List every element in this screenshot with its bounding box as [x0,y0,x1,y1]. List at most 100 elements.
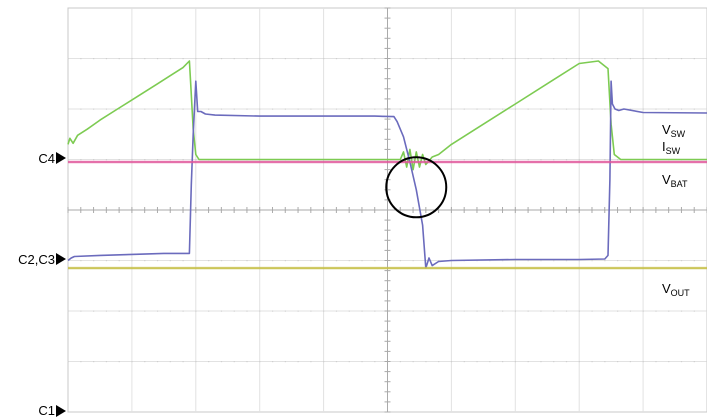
grid-dot [578,310,580,312]
grid-dot [450,58,453,60]
grid-dot [502,260,504,262]
grid-dot [668,361,670,363]
grid-dot [271,260,274,262]
traces [67,60,707,270]
grid-dot [425,310,427,312]
grid-dot [144,310,146,312]
grid-dot [220,58,223,60]
channel-marker: C2,C3 [18,252,66,267]
grid-dot [259,108,261,110]
grid-dot [438,260,440,262]
grid-dot [476,108,478,110]
grid-dot [693,361,695,363]
grid-dot [399,58,401,60]
grid-dot [553,310,555,312]
grid-dot [310,361,312,363]
grid-dot [131,58,133,60]
grid-dot [271,58,274,60]
grid-dot [540,108,542,110]
grid-dot [438,310,440,312]
grid-dot [169,361,171,363]
grid-dot [514,310,516,312]
grid-dot [169,310,171,312]
grid-dot [233,310,235,312]
channel-marker: C1 [38,403,66,418]
grid-dot [476,361,478,363]
grid-dot [131,310,133,312]
grid-dot [642,310,644,312]
trace-label-sub: BAT [670,179,688,190]
annotations [385,156,448,219]
grid-dot [668,310,670,312]
grid-dot [271,108,274,110]
grid-dot [361,58,363,60]
grid-dot [629,58,632,60]
grid-dot [208,58,210,60]
grid-dot [399,361,401,363]
grid-dot [527,108,529,110]
grid-dot [348,310,350,312]
grid-dot [297,108,299,110]
grid-dot [489,58,491,60]
grid-dot [118,58,120,60]
grid-dot [220,108,223,110]
grid-dot [629,260,632,262]
grid-dot [617,58,619,60]
grid-dot [105,260,108,262]
grid-dot [527,58,529,60]
grid-dot [642,260,644,262]
grid-dot [578,361,580,363]
grid-dot [348,58,350,60]
grid-dot [463,159,465,161]
grid-dot [617,310,619,312]
grid-dot [604,310,606,312]
grid-dot [412,58,414,60]
grid-dot [438,159,440,161]
grid-dot [335,361,338,363]
grid-dot [131,108,133,110]
grid-dot [450,159,453,161]
grid-dot [80,361,82,363]
grid-dot [438,361,440,363]
grid-dot [617,159,619,161]
grid-dot [655,361,657,363]
grid-dot [182,58,184,60]
grid-dot [527,310,529,312]
grid-dot [565,108,568,110]
grid-dot [412,361,414,363]
grid-dot [182,159,184,161]
grid-dot [118,361,120,363]
grid-dot [297,260,299,262]
grid-dot [80,108,82,110]
grid-dot [310,108,312,110]
grid-dot [629,310,632,312]
grid-dot [463,58,465,60]
grid-dot [220,260,223,262]
grid-dot [297,58,299,60]
trace-label-sub: OUT [670,287,690,298]
grid-dot [527,361,529,363]
grid-dot [553,361,555,363]
grid-dot [156,159,159,161]
grid-dot [195,260,197,262]
grid-dot [604,108,606,110]
grid-dot [93,310,95,312]
grid-dot [361,108,363,110]
grid-dot [680,58,683,60]
grid-dot [617,260,619,262]
grid-dot [591,260,593,262]
grid-dot [476,159,478,161]
grid-dot [105,58,108,60]
grid-dot [233,108,235,110]
grid-dot [540,58,542,60]
grid-dot [540,159,542,161]
grid-dot [67,361,69,363]
grid-dot [271,310,274,312]
grid-dot [271,361,274,363]
trace-label-main: V [662,172,671,188]
grid-dot [156,260,159,262]
grid-dot [156,361,159,363]
grid-dot [502,58,504,60]
grid-dot [604,159,606,161]
